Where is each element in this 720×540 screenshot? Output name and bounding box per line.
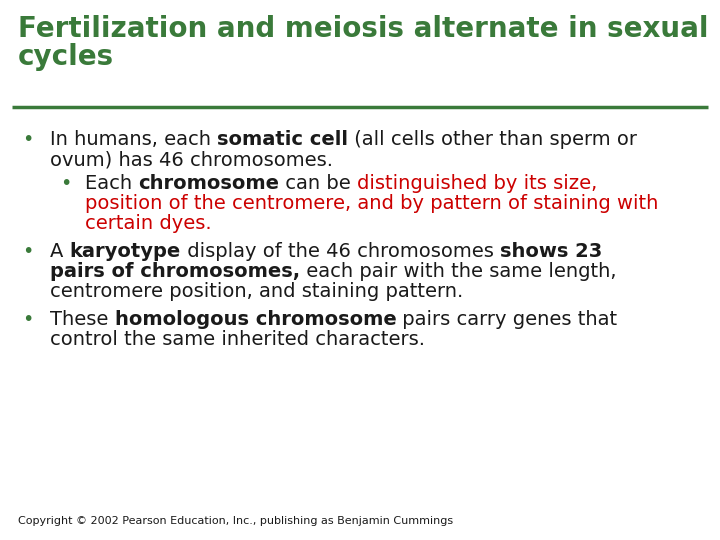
Text: cycles: cycles (18, 43, 114, 71)
Text: karyotype: karyotype (70, 242, 181, 261)
Text: (all cells other than sperm or: (all cells other than sperm or (348, 130, 637, 149)
Text: centromere position, and staining pattern.: centromere position, and staining patter… (50, 282, 463, 301)
Text: position of the centromere, and by pattern of staining with: position of the centromere, and by patte… (85, 194, 658, 213)
Text: Each: Each (85, 174, 138, 193)
Text: •: • (22, 310, 33, 329)
Text: Fertilization and meiosis alternate in sexual life: Fertilization and meiosis alternate in s… (18, 15, 720, 43)
Text: control the same inherited characters.: control the same inherited characters. (50, 330, 425, 349)
Text: •: • (22, 242, 33, 261)
Text: A: A (50, 242, 70, 261)
Text: •: • (22, 130, 33, 149)
Text: can be: can be (279, 174, 357, 193)
Text: In humans, each: In humans, each (50, 130, 217, 149)
Text: ovum) has 46 chromosomes.: ovum) has 46 chromosomes. (50, 150, 333, 169)
Text: pairs of chromosomes,: pairs of chromosomes, (50, 262, 300, 281)
Text: each pair with the same length,: each pair with the same length, (300, 262, 616, 281)
Text: homologous chromosome: homologous chromosome (114, 310, 397, 329)
Text: somatic cell: somatic cell (217, 130, 348, 149)
Text: •: • (60, 174, 71, 193)
Text: shows 23: shows 23 (500, 242, 602, 261)
Text: Copyright © 2002 Pearson Education, Inc., publishing as Benjamin Cummings: Copyright © 2002 Pearson Education, Inc.… (18, 516, 453, 526)
Text: display of the 46 chromosomes: display of the 46 chromosomes (181, 242, 500, 261)
Text: pairs carry genes that: pairs carry genes that (397, 310, 618, 329)
Text: These: These (50, 310, 114, 329)
Text: chromosome: chromosome (138, 174, 279, 193)
Text: certain dyes.: certain dyes. (85, 214, 212, 233)
Text: distinguished by its size,: distinguished by its size, (357, 174, 598, 193)
